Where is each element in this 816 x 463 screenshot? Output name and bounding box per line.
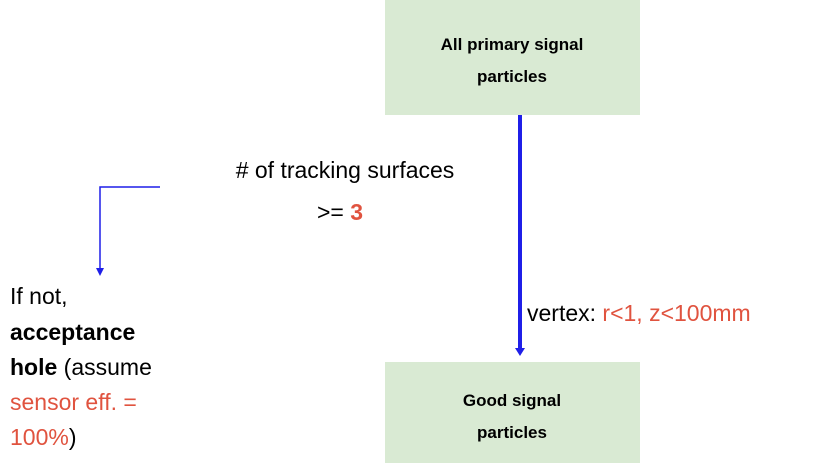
branch-arrow — [96, 186, 160, 276]
node-box — [385, 362, 640, 463]
note-text: ) — [69, 424, 77, 450]
node-label: particles — [477, 67, 547, 86]
note-line: 100%) — [10, 424, 77, 450]
note-line: hole (assume — [10, 354, 152, 380]
criterion-value: 3 — [350, 199, 363, 225]
note-text: (assume — [57, 354, 152, 380]
note-text: If not, — [10, 283, 68, 309]
note-line: If not, — [10, 283, 68, 309]
note-text: sensor eff. = — [10, 389, 137, 415]
note-text: acceptance — [10, 319, 135, 345]
note-text: hole — [10, 354, 57, 380]
criterion-threshold: >= 3 — [317, 199, 363, 225]
edge-label: vertex: r<1, z<100mm — [527, 300, 751, 326]
node-label: All primary signal — [441, 35, 584, 54]
note-line: acceptance — [10, 319, 135, 345]
edge-condition: r<1, z<100mm — [602, 300, 750, 326]
node-label: Good signal — [463, 391, 561, 410]
criterion-text: # of tracking surfaces — [236, 157, 455, 183]
edge-label-prefix: vertex: — [527, 300, 602, 326]
criterion-operator: >= — [317, 199, 350, 225]
note-text: 100% — [10, 424, 69, 450]
note-line: sensor eff. = — [10, 389, 137, 415]
node-label: particles — [477, 423, 547, 442]
node-box — [385, 0, 640, 115]
